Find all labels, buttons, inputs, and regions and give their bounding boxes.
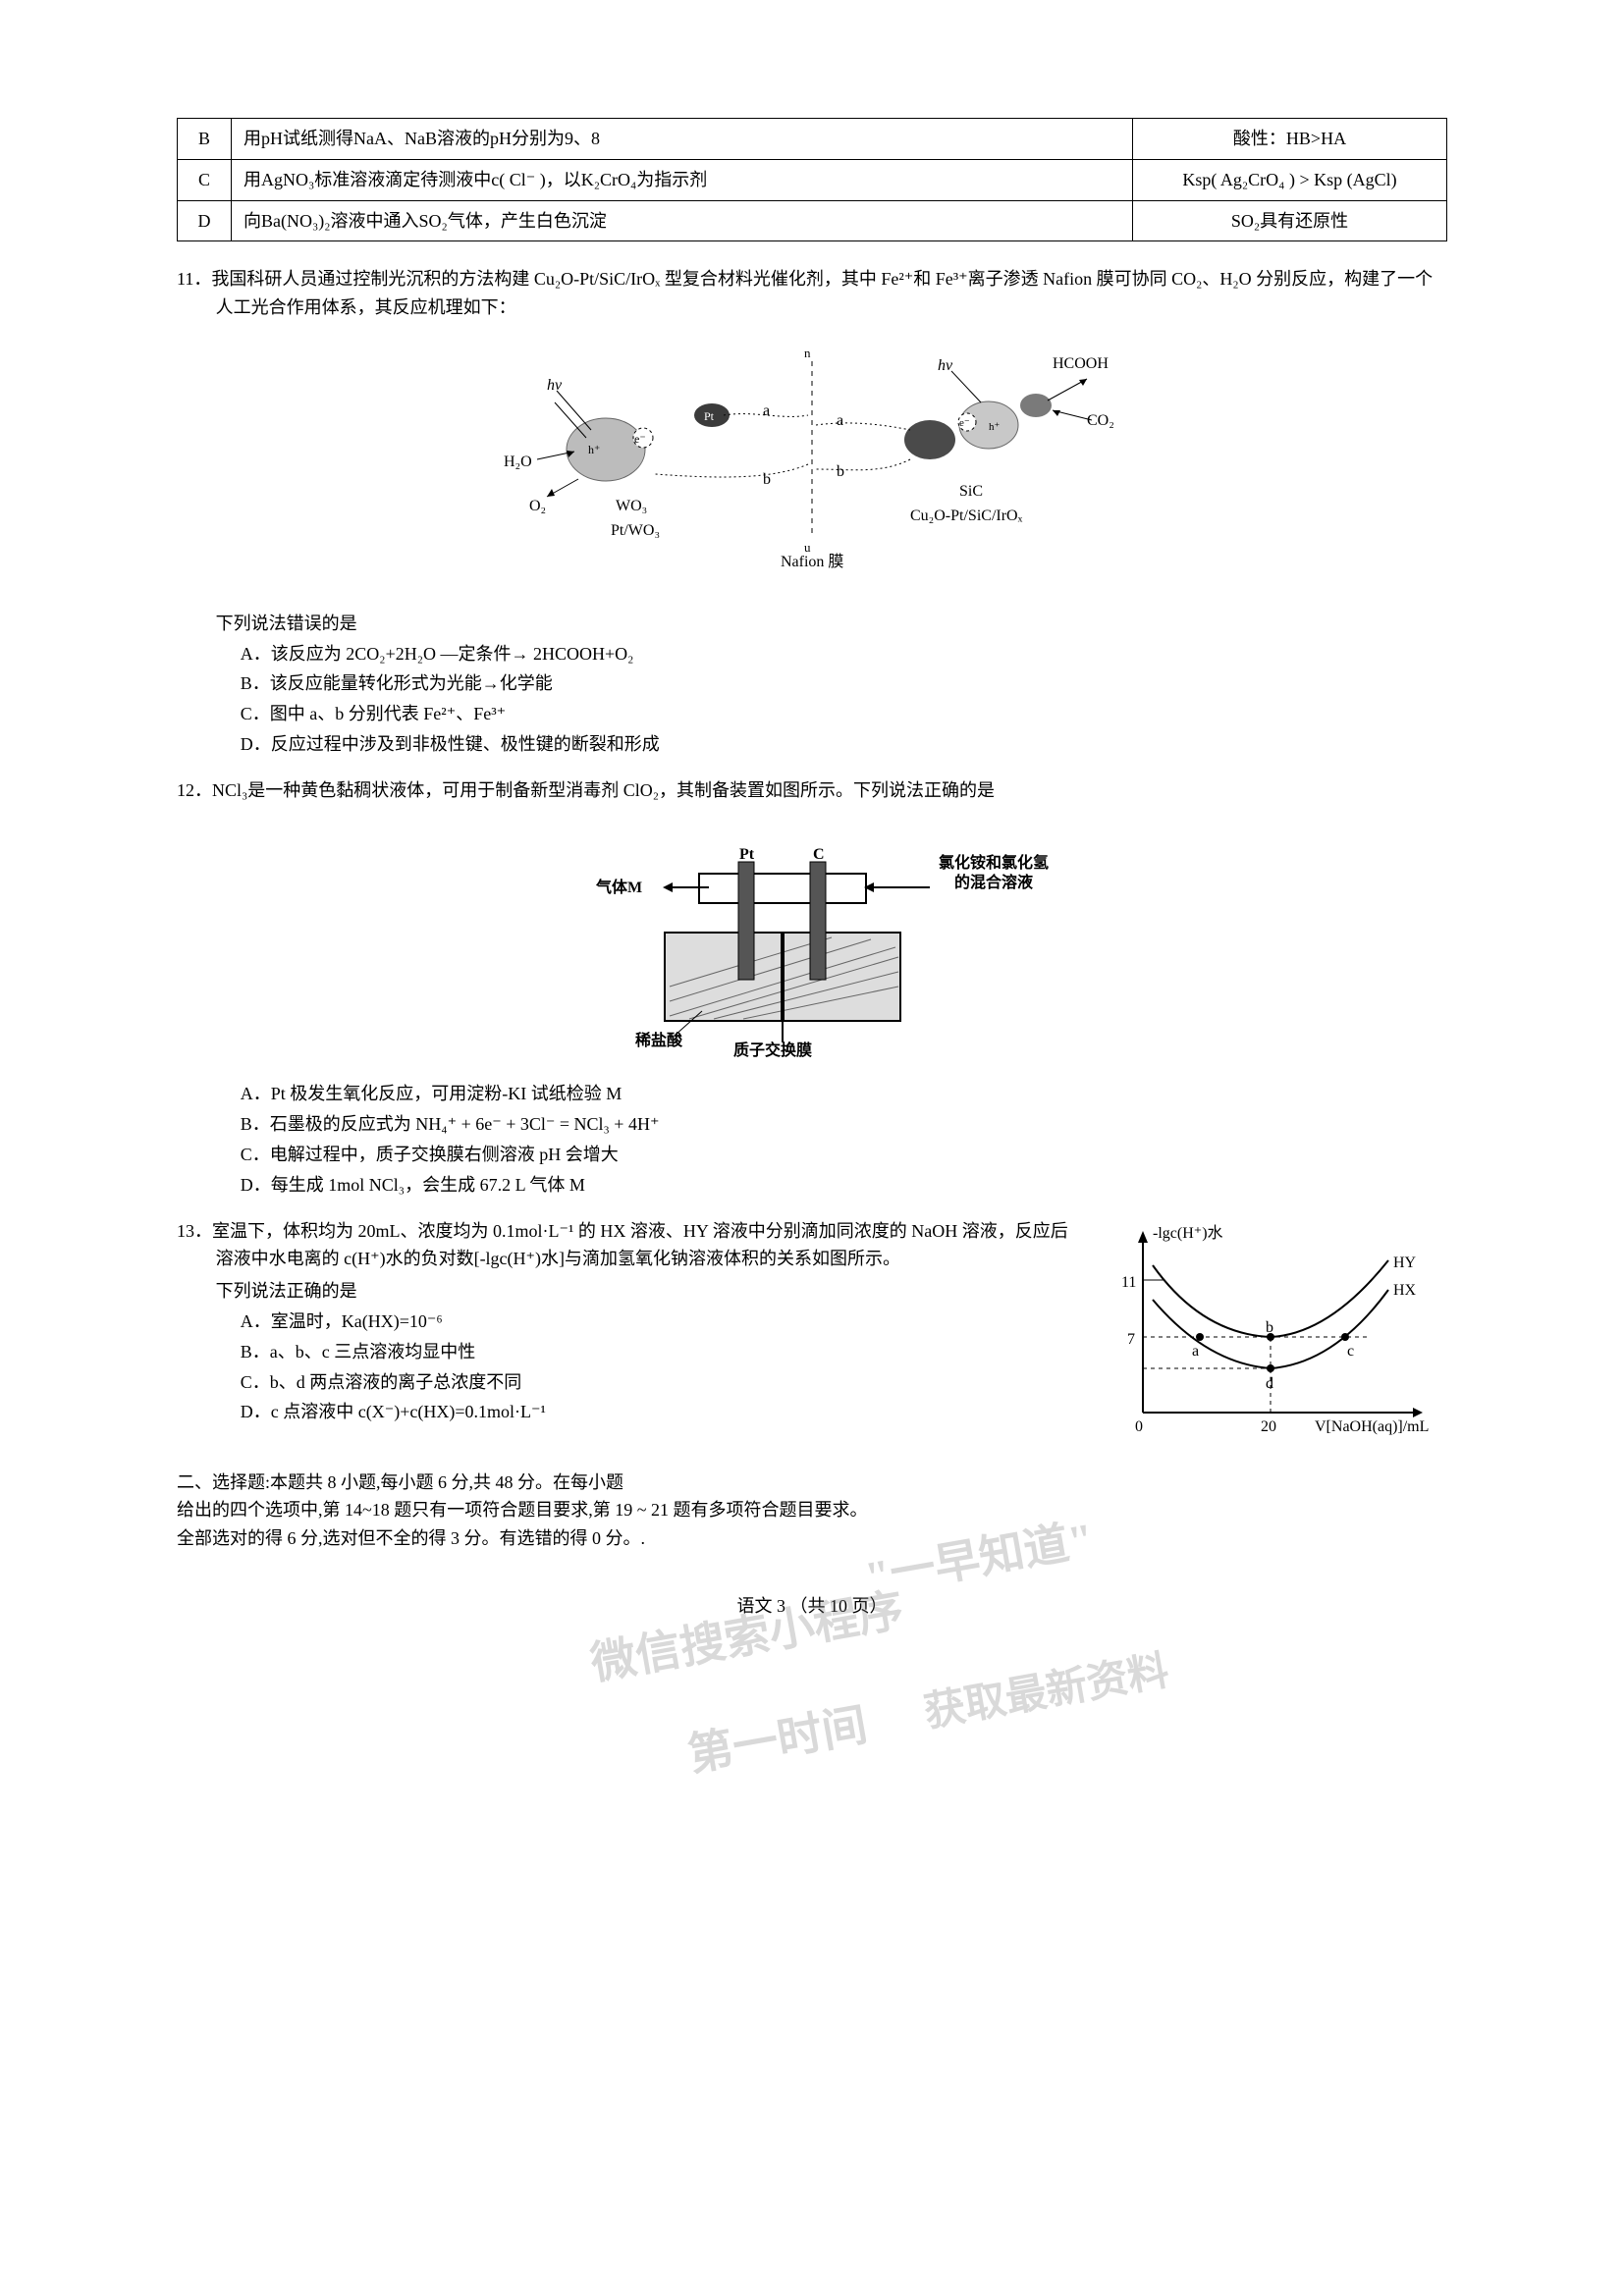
row-label: D bbox=[178, 200, 232, 241]
q12-opt-a: A．Pt 极发生氧化反应，可用淀粉-KI 试纸检验 M bbox=[241, 1080, 1447, 1108]
label-b-left: b bbox=[763, 467, 771, 493]
svg-text:Pt: Pt bbox=[704, 409, 715, 423]
q11-opt-c: C．图中 a、b 分别代表 Fe²⁺、Fe³⁺ bbox=[241, 700, 1447, 728]
label-gasM: 气体M bbox=[596, 876, 642, 901]
sec2-line3: 全部选对的得 6 分,选对但不全的得 3 分。有选错的得 0 分。. bbox=[177, 1524, 1447, 1553]
label-o2: O₂ bbox=[529, 494, 546, 519]
label-a-left: a bbox=[763, 399, 770, 424]
row-experiment: 用AgNO₃标准溶液滴定待测液中c( Cl⁻ )，以K₂CrO₄为指示剂 bbox=[232, 159, 1133, 200]
chart-xlabel: V[NaOH(aq)]/mL bbox=[1315, 1415, 1429, 1440]
label-ptwo3: Pt/WO₃ bbox=[611, 518, 660, 544]
q12-head: 12．NCl₃是一种黄色黏稠状液体，可用于制备新型消毒剂 ClO₂，其制备装置如… bbox=[177, 776, 1447, 805]
chart-ytick-7: 7 bbox=[1127, 1327, 1135, 1353]
chart-point-c: c bbox=[1347, 1339, 1354, 1364]
label-co2: CO₂ bbox=[1087, 408, 1114, 434]
experiment-table: B 用pH试纸测得NaA、NaB溶液的pH分别为9、8 酸性：HB>HA C 用… bbox=[177, 118, 1447, 241]
watermark-4: 获取最新资料 bbox=[919, 1638, 1174, 1746]
label-hcooh: HCOOH bbox=[1053, 351, 1109, 377]
label-hv2: hv bbox=[938, 353, 952, 379]
row-conclusion: Ksp( Ag₂CrO₄ ) > Ksp (AgCl) bbox=[1133, 159, 1447, 200]
q11-head: 11．我国科研人员通过控制光沉积的方法构建 Cu₂O-Pt/SiC/IrOₓ 型… bbox=[177, 265, 1447, 322]
q13-figure: -lgc(H⁺)水 11 7 0 20 V[NaOH(aq)]/mL HY HX… bbox=[1094, 1221, 1447, 1447]
chart-point-a: a bbox=[1192, 1339, 1199, 1364]
q12-opt-d: D．每生成 1mol NCl₃，会生成 67.2 L 气体 M bbox=[241, 1171, 1447, 1200]
label-wo3: WO₃ bbox=[616, 494, 647, 519]
label-h2o: H₂O bbox=[504, 450, 532, 475]
q12-opt-c: C．电解过程中，质子交换膜右侧溶液 pH 会增大 bbox=[241, 1141, 1447, 1169]
label-pt: Pt bbox=[739, 842, 754, 868]
page-number: 语文 3 （共 10 页） bbox=[177, 1592, 1447, 1621]
chart-series-hx: HX bbox=[1393, 1278, 1416, 1304]
q12-figure: 气体M Pt C 稀盐酸 氯化铵和氯化氢的混合溶液 质子交换膜 bbox=[177, 815, 1447, 1069]
question-12: 12．NCl₃是一种黄色黏稠状液体，可用于制备新型消毒剂 ClO₂，其制备装置如… bbox=[177, 776, 1447, 1200]
q12-number: 12． bbox=[177, 780, 212, 800]
label-nafion: Nafion 膜 bbox=[781, 550, 843, 575]
label-hv1: hv bbox=[547, 373, 562, 399]
q11-opt-b: B．该反应能量转化形式为光能→化学能 bbox=[241, 669, 1447, 698]
section-2-heading-block: 二、选择题:本题共 8 小题,每小题 6 分,共 48 分。在每小题 给出的四个… bbox=[177, 1468, 1447, 1553]
q12-opt-b: B．石墨极的反应式为 NH₄⁺ + 6e⁻ + 3Cl⁻ = NCl₃ + 4H… bbox=[241, 1110, 1447, 1139]
chart-point-d: d bbox=[1266, 1371, 1273, 1397]
q12-text: NCl₃是一种黄色黏稠状液体，可用于制备新型消毒剂 ClO₂，其制备装置如图所示… bbox=[212, 780, 995, 800]
table-row: C 用AgNO₃标准溶液滴定待测液中c( Cl⁻ )，以K₂CrO₄为指示剂 K… bbox=[178, 159, 1447, 200]
table-row: B 用pH试纸测得NaA、NaB溶液的pH分别为9、8 酸性：HB>HA bbox=[178, 119, 1447, 160]
question-13: -lgc(H⁺)水 11 7 0 20 V[NaOH(aq)]/mL HY HX… bbox=[177, 1217, 1447, 1451]
chart-series-hy: HY bbox=[1393, 1251, 1416, 1276]
watermark-3: 第一时间 bbox=[682, 1688, 873, 1790]
q13-number: 13． bbox=[177, 1221, 212, 1241]
q11-figure: n u e⁻ h⁺ Pt e⁻ h bbox=[177, 332, 1447, 596]
q11-options: A．该反应为 2CO₂+2H₂O —定条件→ 2HCOOH+O₂ B．该反应能量… bbox=[177, 640, 1447, 759]
label-xiyansuang: 稀盐酸 bbox=[635, 1029, 682, 1054]
q12-options: A．Pt 极发生氧化反应，可用淀粉-KI 试纸检验 M B．石墨极的反应式为 N… bbox=[177, 1080, 1447, 1199]
row-experiment: 用pH试纸测得NaA、NaB溶液的pH分别为9、8 bbox=[232, 119, 1133, 160]
chart-point-b: b bbox=[1266, 1315, 1273, 1341]
q11-opt-d: D．反应过程中涉及到非极性键、极性键的断裂和形成 bbox=[241, 730, 1447, 759]
chart-xtick-20: 20 bbox=[1261, 1415, 1276, 1440]
label-nh4cl-hcl: 氯化铵和氯化氢的混合溶液 bbox=[935, 854, 1053, 895]
sec2-line1: 二、选择题:本题共 8 小题,每小题 6 分,共 48 分。在每小题 bbox=[177, 1468, 1447, 1497]
chart-ytick-11: 11 bbox=[1121, 1270, 1136, 1296]
row-conclusion: 酸性：HB>HA bbox=[1133, 119, 1447, 160]
chart-xtick-0: 0 bbox=[1135, 1415, 1143, 1440]
question-11: 11．我国科研人员通过控制光沉积的方法构建 Cu₂O-Pt/SiC/IrOₓ 型… bbox=[177, 265, 1447, 758]
svg-text:n: n bbox=[804, 346, 811, 360]
q13-text: 室温下，体积均为 20mL、浓度均为 0.1mol·L⁻¹ 的 HX 溶液、HY… bbox=[212, 1221, 1068, 1269]
q11-opt-a: A．该反应为 2CO₂+2H₂O —定条件→ 2HCOOH+O₂ bbox=[241, 640, 1447, 668]
svg-text:h⁺: h⁺ bbox=[588, 443, 600, 456]
label-c: C bbox=[813, 842, 825, 868]
q11-stem: 下列说法错误的是 bbox=[177, 610, 1447, 638]
svg-text:e⁻: e⁻ bbox=[634, 432, 646, 446]
label-membrane: 质子交换膜 bbox=[733, 1039, 812, 1064]
label-b-right: b bbox=[837, 459, 844, 485]
svg-text:h⁺: h⁺ bbox=[989, 421, 1001, 433]
row-label: C bbox=[178, 159, 232, 200]
label-a-right: a bbox=[837, 408, 843, 434]
q11-number: 11． bbox=[177, 269, 211, 289]
row-experiment: 向Ba(NO₃)₂溶液中通入SO₂气体，产生白色沉淀 bbox=[232, 200, 1133, 241]
q11-mechanism-svg: n u e⁻ h⁺ Pt e⁻ h bbox=[498, 332, 1126, 587]
label-sic: SiC bbox=[959, 479, 983, 505]
q11-text: 我国科研人员通过控制光沉积的方法构建 Cu₂O-Pt/SiC/IrOₓ 型复合材… bbox=[211, 269, 1433, 317]
chart-ylabel: -lgc(H⁺)水 bbox=[1153, 1221, 1223, 1247]
sec2-line2: 给出的四个选项中,第 14~18 题只有一项符合题目要求,第 19 ~ 21 题… bbox=[177, 1496, 1447, 1524]
row-label: B bbox=[178, 119, 232, 160]
q12-apparatus-svg bbox=[537, 815, 1087, 1060]
table-row: D 向Ba(NO₃)₂溶液中通入SO₂气体，产生白色沉淀 SO₂具有还原性 bbox=[178, 200, 1447, 241]
row-conclusion: SO₂具有还原性 bbox=[1133, 200, 1447, 241]
label-cuoptsicirox: Cu₂O-Pt/SiC/IrOₓ bbox=[910, 504, 1022, 529]
svg-text:e⁻: e⁻ bbox=[959, 417, 970, 429]
